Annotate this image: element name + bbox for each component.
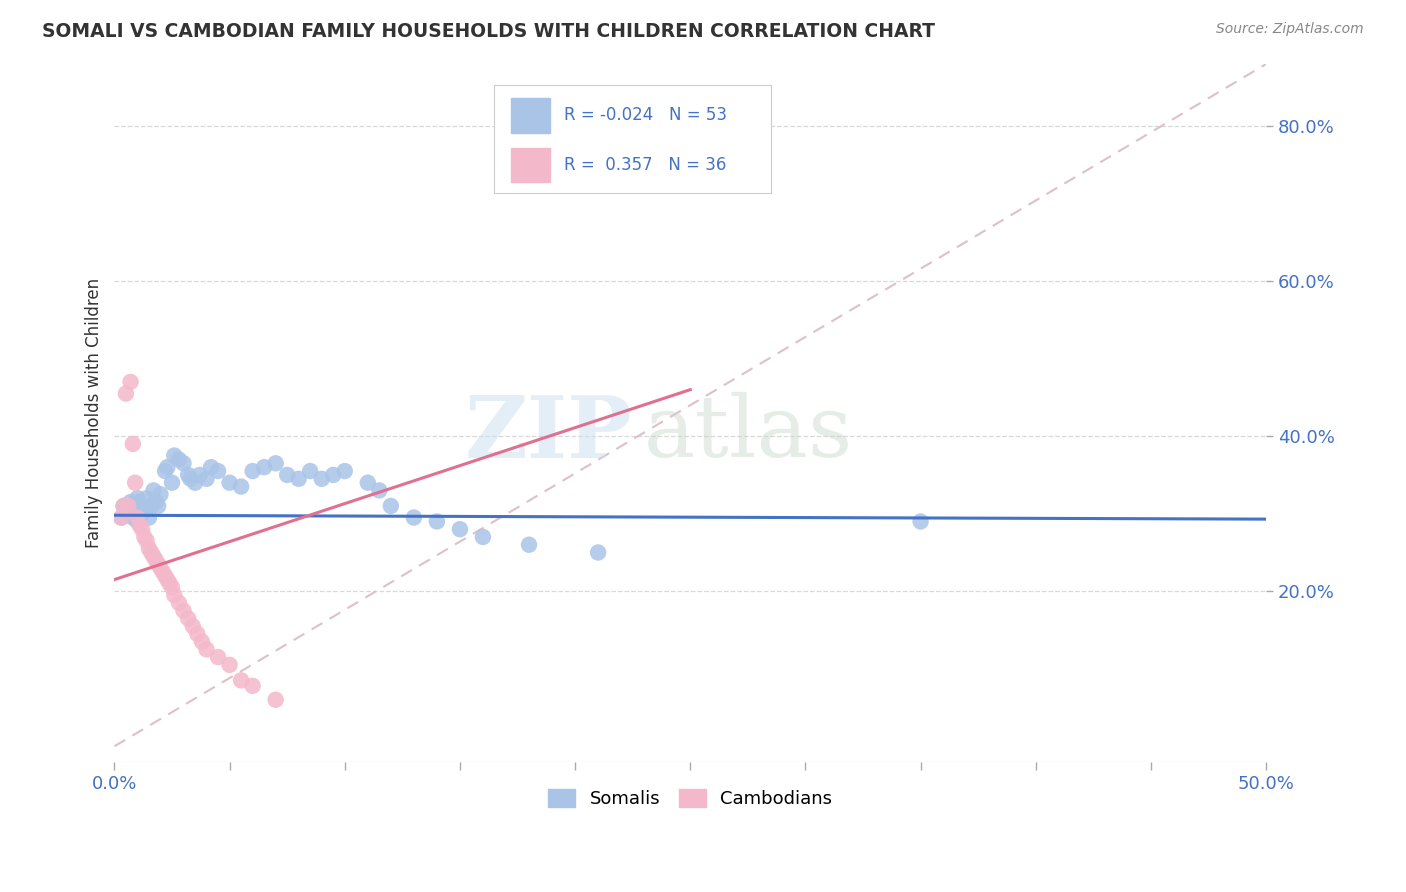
Point <box>402 510 425 524</box>
Point <box>141 545 163 559</box>
Point <box>112 499 135 513</box>
Point <box>110 510 132 524</box>
Point <box>229 673 252 688</box>
Point <box>142 549 165 564</box>
Point <box>149 487 172 501</box>
Text: atlas: atlas <box>644 392 853 475</box>
Point <box>141 499 163 513</box>
Point <box>426 515 449 529</box>
Point <box>152 565 174 579</box>
Point <box>145 495 167 509</box>
Point <box>127 491 149 506</box>
Point <box>127 515 149 529</box>
Point <box>242 679 264 693</box>
Point <box>163 449 186 463</box>
Point <box>145 553 167 567</box>
Point <box>586 545 609 559</box>
Text: Source: ZipAtlas.com: Source: ZipAtlas.com <box>1216 22 1364 37</box>
Point <box>177 611 200 625</box>
Point <box>121 510 143 524</box>
Point <box>124 499 146 513</box>
Point <box>128 518 150 533</box>
Point <box>311 472 333 486</box>
Point <box>333 464 356 478</box>
Point <box>163 588 186 602</box>
Point <box>299 464 322 478</box>
Point <box>138 510 160 524</box>
Point <box>173 456 195 470</box>
Point <box>120 495 142 509</box>
Point <box>177 467 200 482</box>
Point <box>186 627 208 641</box>
Point <box>188 467 211 482</box>
Point <box>181 619 204 633</box>
Point <box>153 464 176 478</box>
Point <box>135 491 157 506</box>
Point <box>218 657 240 672</box>
Point <box>156 460 179 475</box>
Point <box>128 495 150 509</box>
Point <box>322 467 344 482</box>
Point <box>115 386 138 401</box>
Point <box>287 472 309 486</box>
Point <box>124 475 146 490</box>
Point <box>167 596 190 610</box>
Y-axis label: Family Households with Children: Family Households with Children <box>86 277 103 548</box>
Point <box>112 499 135 513</box>
Point <box>195 642 218 657</box>
Point <box>160 475 183 490</box>
Legend: Somalis, Cambodians: Somalis, Cambodians <box>541 781 839 815</box>
Point <box>179 472 201 486</box>
Point <box>357 475 380 490</box>
Point <box>149 561 172 575</box>
Point <box>117 499 139 513</box>
Point <box>471 530 494 544</box>
Point <box>264 692 287 706</box>
Point <box>117 507 139 521</box>
Point <box>449 522 471 536</box>
Point <box>115 503 138 517</box>
Point <box>207 650 229 665</box>
Point <box>153 568 176 582</box>
Point <box>517 538 540 552</box>
Point <box>276 467 298 482</box>
Point <box>131 522 153 536</box>
Point <box>184 475 207 490</box>
Point <box>191 634 214 648</box>
Point <box>127 510 149 524</box>
Point <box>167 452 190 467</box>
Point <box>159 576 181 591</box>
Point <box>368 483 391 498</box>
Point <box>207 464 229 478</box>
Point <box>160 580 183 594</box>
Point <box>218 475 240 490</box>
Point <box>146 557 169 571</box>
Point <box>910 515 932 529</box>
Point <box>121 437 143 451</box>
Point <box>138 541 160 556</box>
Point <box>131 507 153 521</box>
Text: ZIP: ZIP <box>465 392 633 475</box>
Point <box>134 503 156 517</box>
Point <box>380 499 402 513</box>
Point <box>173 604 195 618</box>
Point <box>253 460 276 475</box>
Point <box>134 530 156 544</box>
Point <box>120 375 142 389</box>
Point <box>142 483 165 498</box>
Point <box>242 464 264 478</box>
Point <box>195 472 218 486</box>
Point <box>229 479 252 493</box>
Point <box>156 573 179 587</box>
Point <box>146 499 169 513</box>
Point <box>110 510 132 524</box>
Point <box>200 460 222 475</box>
Point <box>264 456 287 470</box>
Text: SOMALI VS CAMBODIAN FAMILY HOUSEHOLDS WITH CHILDREN CORRELATION CHART: SOMALI VS CAMBODIAN FAMILY HOUSEHOLDS WI… <box>42 22 935 41</box>
Point <box>135 533 157 548</box>
